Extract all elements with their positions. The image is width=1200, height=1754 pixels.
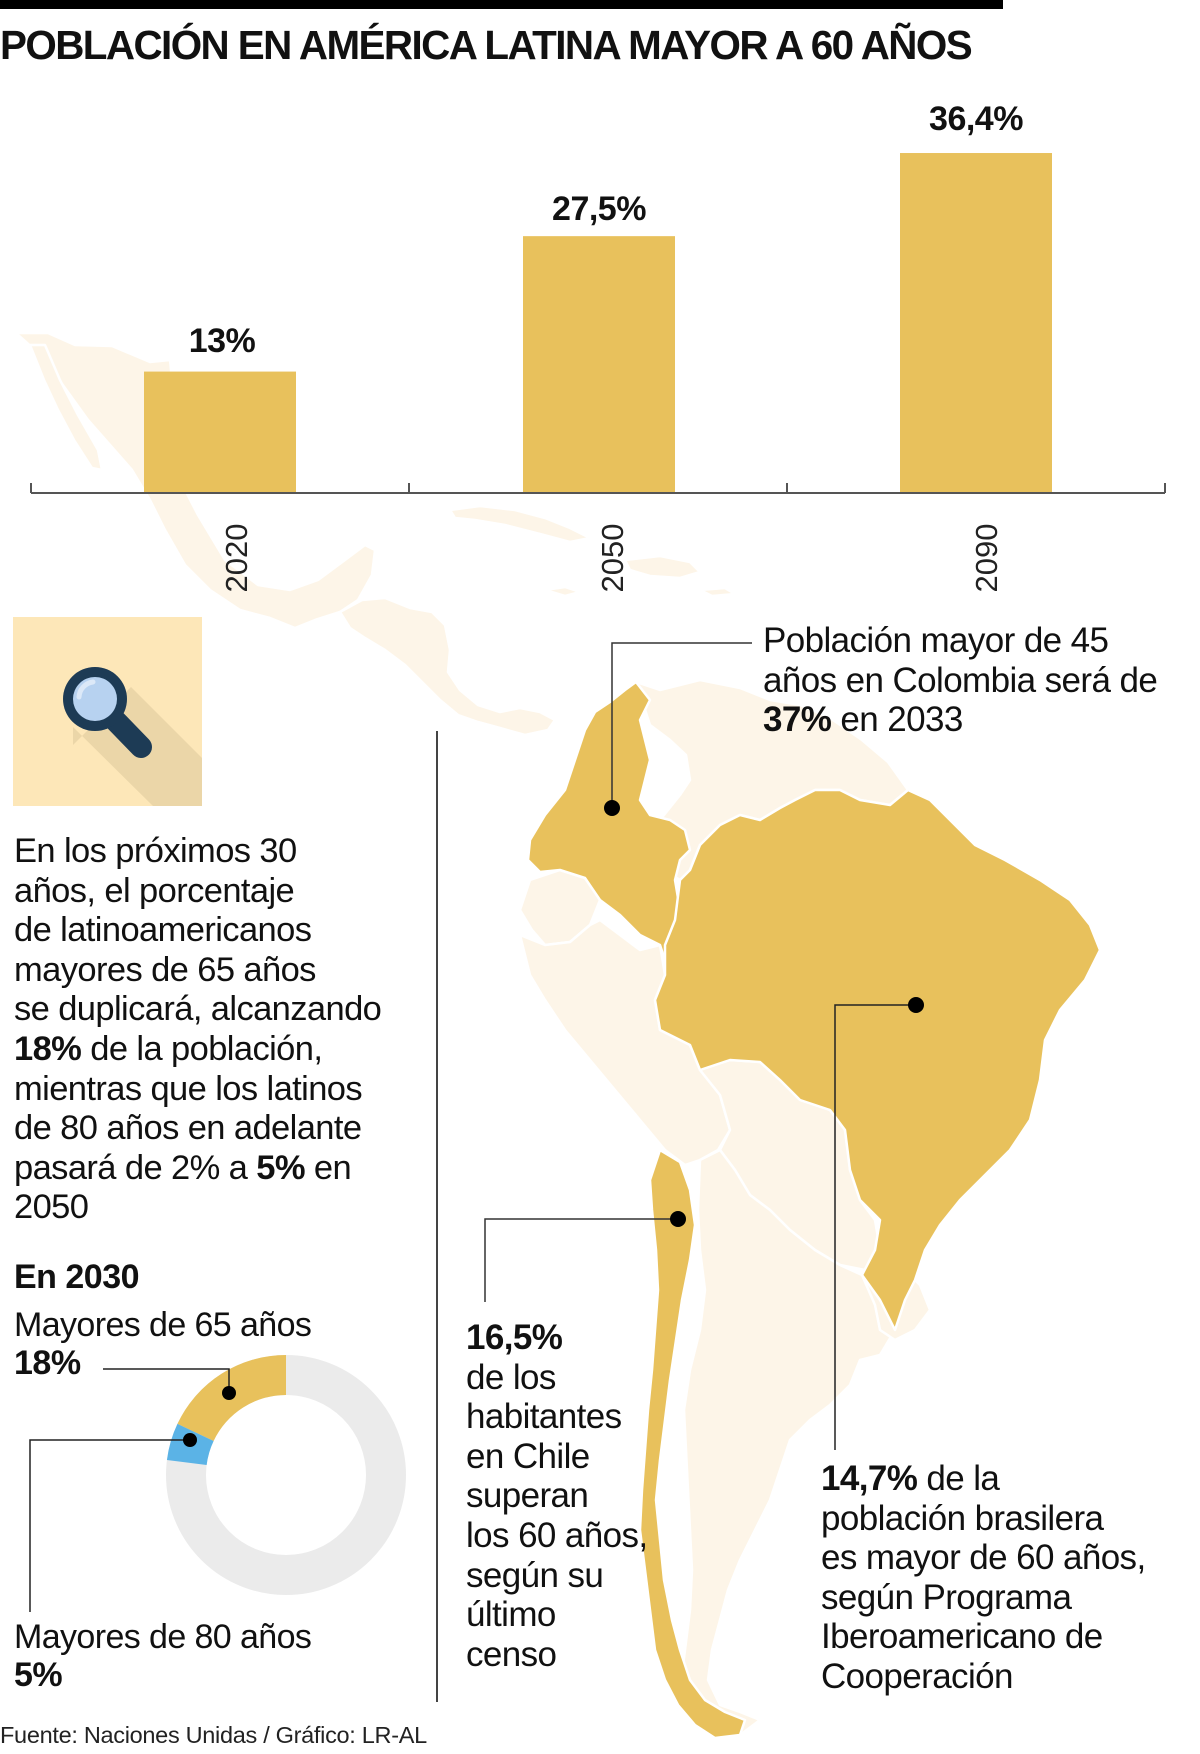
intro-line: años, el porcentaje — [14, 871, 295, 910]
annotation-line: los 60 años, — [466, 1515, 648, 1555]
map-cuba — [448, 504, 592, 544]
annotation-line: 14,7% de la — [821, 1459, 1200, 1499]
intro-paragraph: En los próximos 30 años, el porcentaje d… — [14, 832, 434, 1228]
donut-heading: En 2030 — [14, 1258, 140, 1296]
page-title: POBLACIÓN EN AMÉRICA LATINA MAYOR A 60 A… — [0, 22, 973, 68]
annotation-line: último — [466, 1595, 556, 1635]
intro-line: mayores de 65 años — [14, 950, 316, 989]
bar-2020 — [144, 371, 296, 493]
annotation-line: superan — [466, 1476, 589, 1516]
source-footer: Fuente: Naciones Unidas / Gráfico: LR-AL — [0, 1722, 427, 1748]
map-puerto-rico — [698, 586, 737, 598]
annotation-colombia: Población mayor de 45 años en Colombia s… — [763, 621, 1193, 740]
leader-line-brazil — [834, 1004, 916, 1450]
intro-line: 2050 — [14, 1188, 89, 1227]
intro-line: se duplicará, alcanzando — [14, 990, 382, 1029]
annotation-text-span: en 2033 — [831, 700, 963, 740]
leader-dot-80 — [183, 1433, 197, 1447]
intro-text-span: pasará de 2% a — [14, 1148, 257, 1187]
bar-2050 — [523, 236, 675, 493]
bar-2090 — [900, 153, 1052, 494]
leader-dot-colombia — [604, 800, 620, 816]
magnifier-icon — [63, 667, 202, 806]
intro-line: de 80 años en adelante — [14, 1109, 362, 1148]
leader-line-colombia — [611, 642, 752, 808]
leader-dot-brazil — [908, 997, 924, 1013]
bar-value-label-2090: 36,4% — [929, 100, 1023, 138]
annotation-line: censo — [466, 1634, 557, 1674]
donut-value-65: 18% — [14, 1344, 81, 1382]
map-brazil — [653, 788, 1102, 1332]
annotation-line: en Chile — [466, 1436, 590, 1476]
annotation-text-span: de la — [917, 1459, 1000, 1498]
annotation-highlight: 14,7% — [821, 1459, 918, 1498]
annotation-line: población brasilera — [821, 1498, 1104, 1538]
annotation-line: Cooperación — [821, 1656, 1013, 1696]
donut-label-65: Mayores de 65 años — [14, 1306, 312, 1344]
bar-value-label-2020: 13% — [188, 322, 256, 360]
annotation-line: Población mayor de 45 — [763, 621, 1109, 660]
intro-line: de latinoamericanos — [14, 911, 312, 950]
intro-highlight-18: 18% — [14, 1029, 82, 1068]
leader-line-65 — [103, 1368, 230, 1388]
intro-line: mientras que los latinos — [14, 1069, 363, 1108]
donut-value-80: 5% — [14, 1656, 63, 1694]
map-hispaniola — [623, 554, 702, 580]
annotation-highlight: 37% — [763, 700, 832, 740]
annotation-line: según Programa — [821, 1577, 1072, 1617]
intro-highlight-5: 5% — [256, 1148, 305, 1187]
map-argentina — [678, 1148, 897, 1737]
annotation-chile: 16,5% de los habitantes en Chile superan… — [466, 1318, 666, 1674]
leader-line-chile — [484, 1218, 678, 1302]
map-colombia — [526, 680, 692, 962]
leader-line-80 — [29, 1439, 190, 1612]
bars — [144, 153, 1052, 494]
bar-chart — [30, 153, 1166, 494]
annotation-line: de los — [466, 1357, 556, 1397]
top-rule — [0, 0, 1003, 9]
annotation-line: 37% en 2033 — [763, 700, 1193, 740]
map-baja — [28, 343, 104, 472]
annotation-line: según su — [466, 1555, 604, 1595]
intro-line: 18% de la población, — [14, 1030, 434, 1070]
annotation-brazil: 14,7% de la población brasilera es mayor… — [821, 1459, 1200, 1697]
annotation-line: 16,5% — [466, 1318, 666, 1358]
annotation-line: habitantes — [466, 1397, 622, 1437]
annotation-highlight: 16,5% — [466, 1318, 563, 1357]
annotation-line: años en Colombia será de — [763, 660, 1158, 700]
leader-dot-chile — [670, 1211, 686, 1227]
intro-line: pasará de 2% a 5% en — [14, 1149, 434, 1189]
magnifier-box — [13, 617, 202, 806]
map-chile — [638, 1148, 747, 1740]
leader-dot-65 — [222, 1386, 236, 1400]
annotation-line: Iberoamericano de — [821, 1617, 1103, 1657]
intro-line: En los próximos 30 — [14, 832, 297, 870]
map-jamaica — [543, 585, 582, 598]
donut-label-80: Mayores de 80 años — [14, 1618, 312, 1656]
donut-chart — [29, 1355, 406, 1612]
map-central-america — [338, 596, 557, 737]
intro-text-span: en — [304, 1148, 352, 1187]
annotation-line: es mayor de 60 años, — [821, 1538, 1146, 1578]
bar-value-label-2050: 27,5% — [552, 190, 646, 228]
intro-text-span: de la población, — [81, 1029, 323, 1068]
column-divider — [436, 731, 438, 1702]
